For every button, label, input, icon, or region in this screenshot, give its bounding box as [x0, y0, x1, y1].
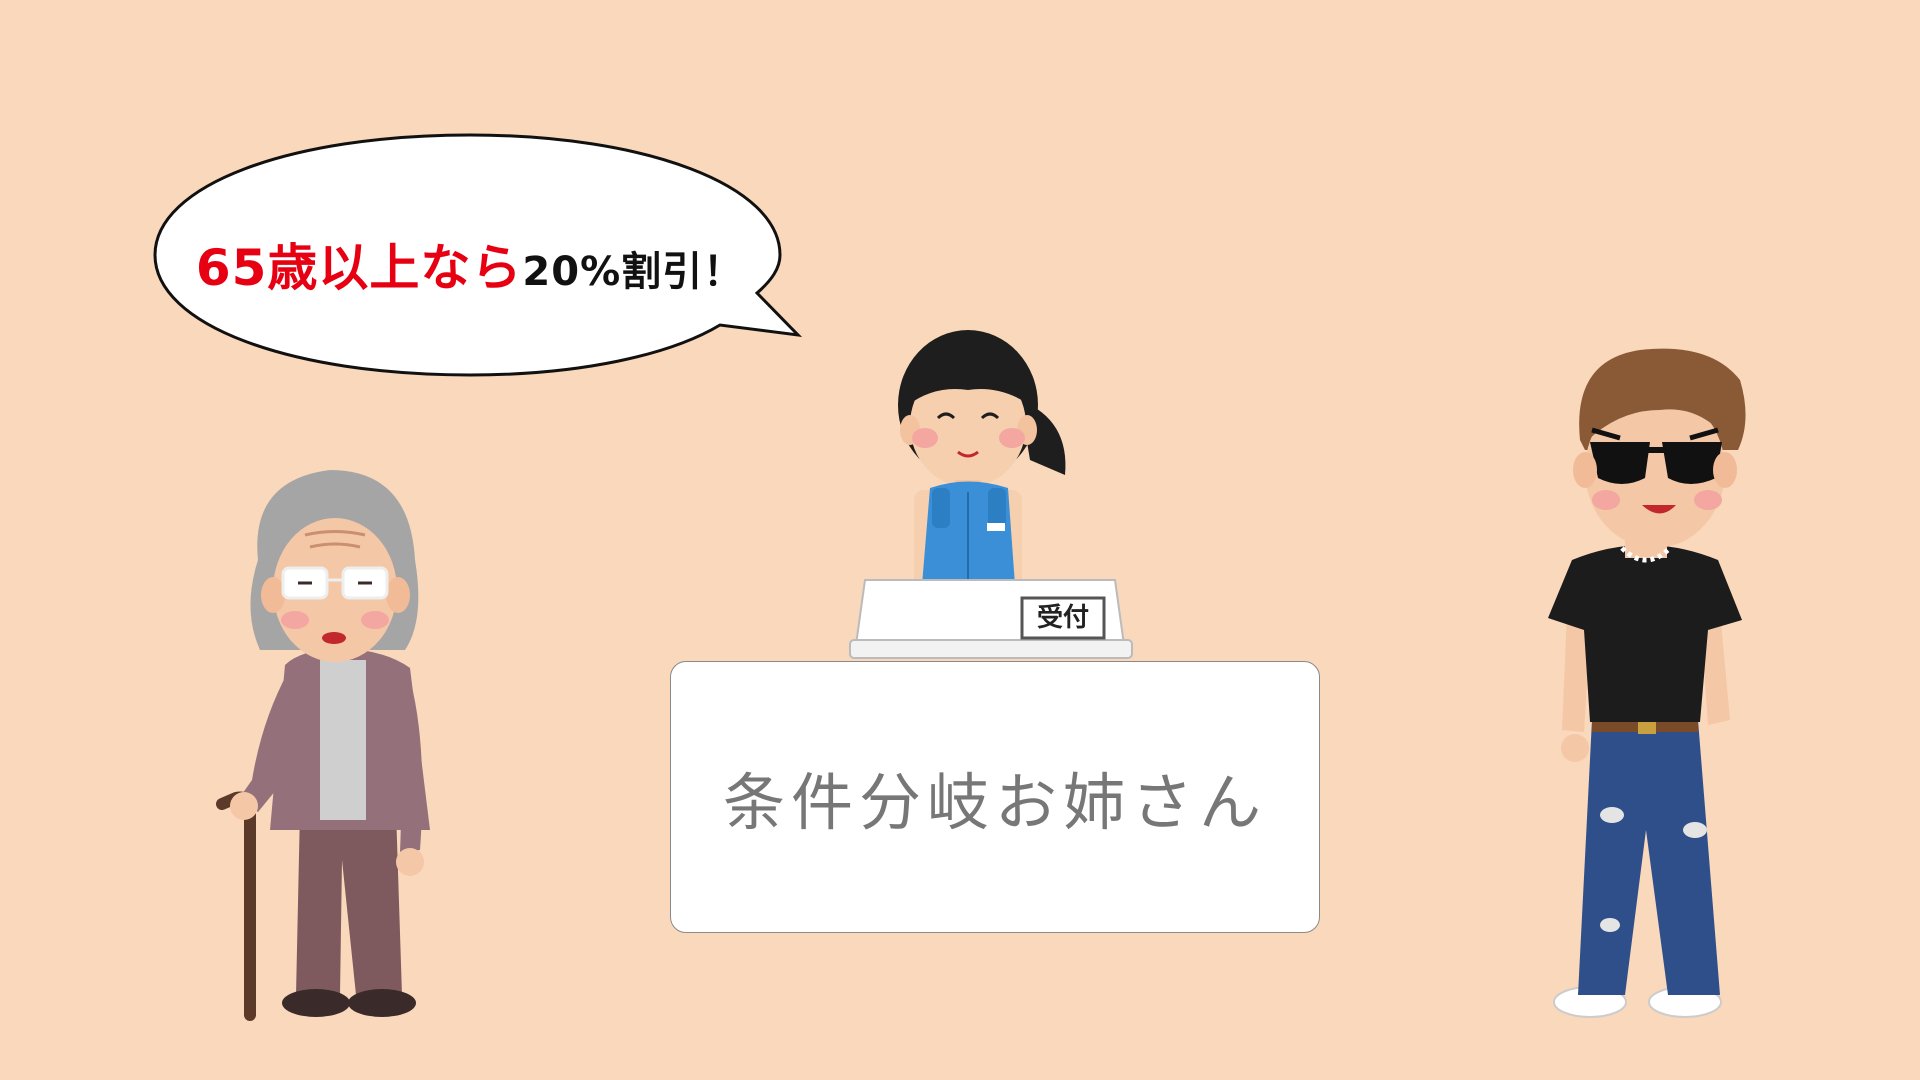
character-label-box: 条件分岐お姉さん [670, 661, 1320, 933]
discount-condition: 65歳以上なら [195, 239, 523, 297]
counter-sign-text: 受付 [1036, 603, 1089, 633]
speech-bubble: 65歳以上なら20%割引！ [150, 130, 810, 390]
elderly-woman-icon [216, 470, 430, 1021]
character-label: 条件分岐お姉さん [722, 766, 1267, 839]
punk-man-icon [1548, 348, 1746, 1018]
discount-amount: 20%割引！ [522, 249, 745, 295]
speech-bubble-text: 65歳以上なら20%割引！ [150, 228, 790, 300]
speech-bubble-shape [153, 133, 803, 377]
receptionist-icon [849, 330, 1133, 659]
